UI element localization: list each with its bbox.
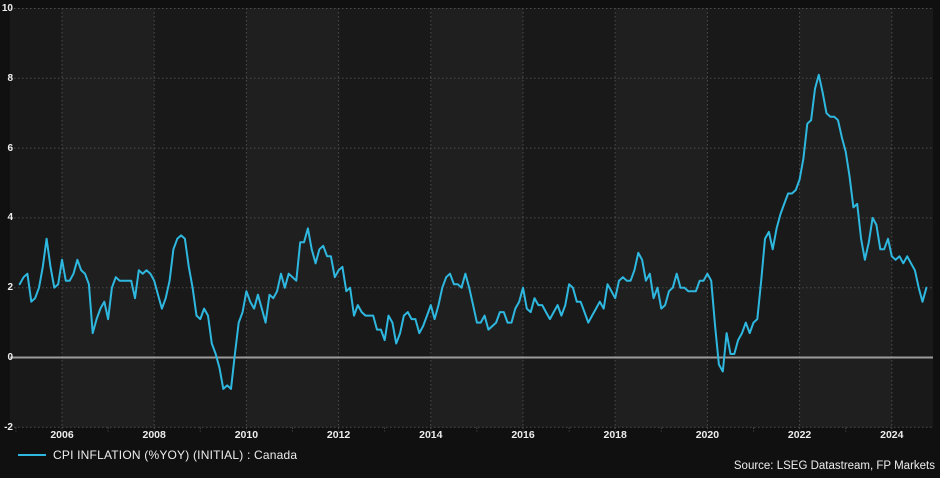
legend-label: CPI INFLATION (%YOY) (INITIAL) : Canada [53,447,298,462]
x-axis-label: 2012 [326,429,351,441]
legend: CPI INFLATION (%YOY) (INITIAL) : Canada [18,447,297,462]
x-axis-label: 2022 [787,429,812,441]
y-axis-label: 6 [7,142,13,154]
y-axis-label: 10 [1,3,13,14]
x-axis-label: 2024 [880,429,904,441]
x-axis-label: 2006 [50,429,74,441]
x-axis-label: 2008 [142,429,166,441]
legend-line-swatch [18,453,46,456]
y-axis-label: 0 [7,352,13,363]
x-axis-label: 2016 [511,429,535,441]
y-axis-label: 4 [7,212,13,224]
y-axis-label: -2 [4,421,13,433]
x-axis-label: 2020 [695,429,720,441]
x-axis-label: 2018 [603,429,627,441]
x-axis-label: 2010 [234,429,259,441]
y-axis-label: 8 [7,72,13,84]
x-axis-label: 2014 [419,429,443,441]
y-axis-label: 2 [7,282,13,294]
source-text: Source: LSEG Datastream, FP Markets [733,460,935,472]
